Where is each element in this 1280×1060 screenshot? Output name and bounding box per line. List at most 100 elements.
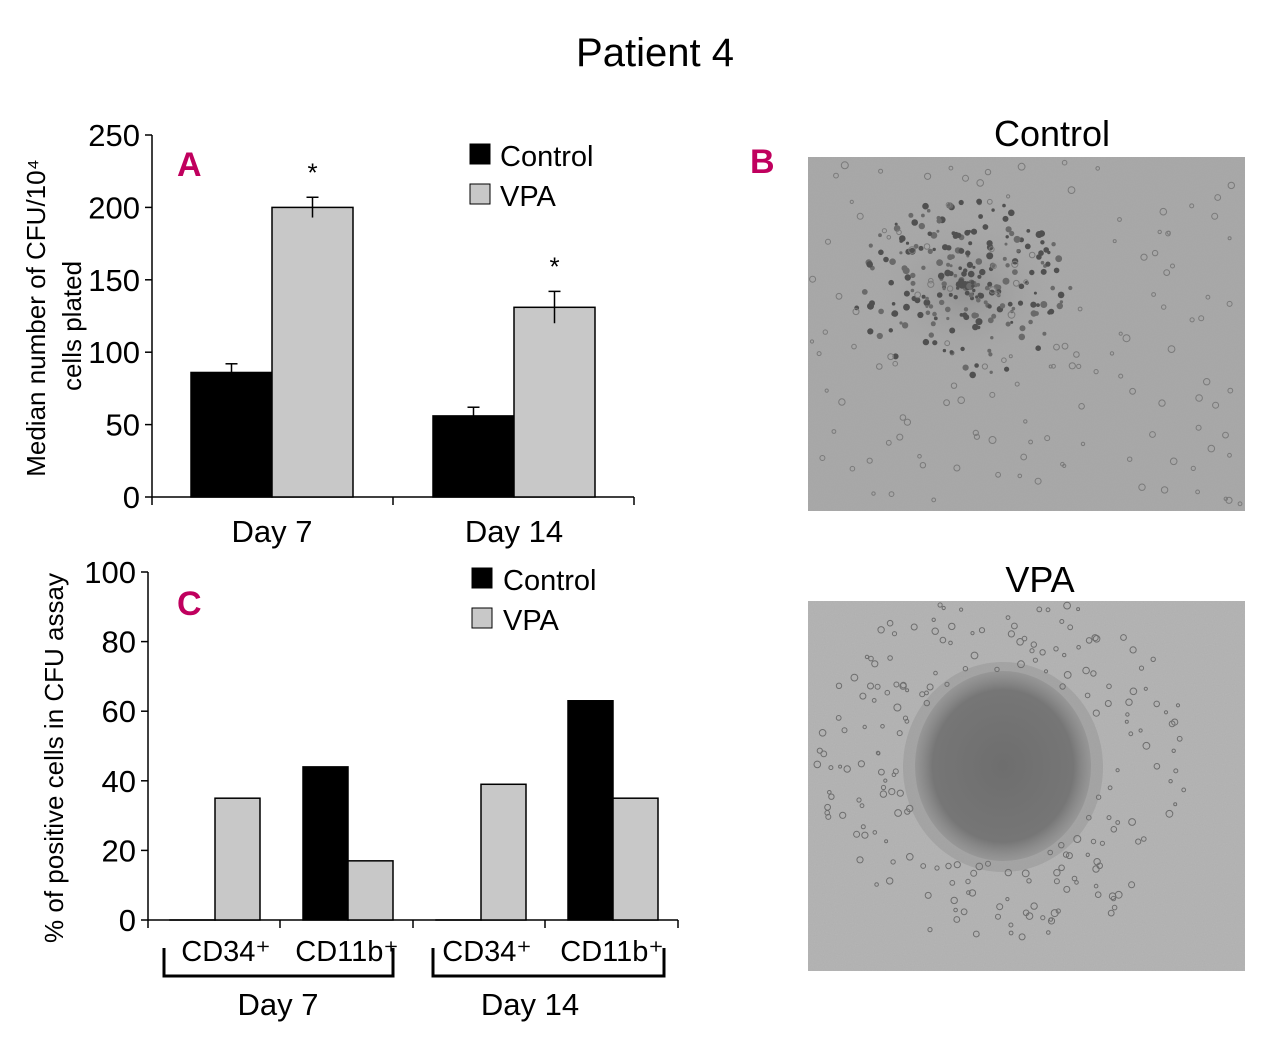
cell-dot	[887, 655, 893, 661]
cell-dot	[972, 323, 979, 331]
panel-c-subcategory-label: CD11b⁺	[560, 936, 663, 968]
cell-dot	[1002, 277, 1010, 285]
panel-a-significance-marker: *	[549, 251, 559, 281]
cell-dot	[838, 764, 843, 769]
cell-dot	[892, 360, 899, 367]
cell-dot	[965, 291, 969, 296]
cell-dot	[982, 224, 989, 230]
cell-dot	[861, 831, 869, 839]
panel-a-x-category-label: Day 7	[232, 514, 313, 549]
cell-dot	[959, 607, 964, 612]
cell-dot	[818, 729, 827, 737]
cell-dot	[824, 388, 829, 393]
cell-dot	[911, 219, 918, 226]
cell-dot	[1005, 897, 1010, 902]
cell-dot	[1086, 814, 1092, 821]
panel-c-bar-control	[302, 766, 349, 921]
cell-dot	[943, 399, 950, 407]
cell-dot	[975, 862, 984, 871]
cell-dot	[988, 352, 993, 357]
cell-dot	[1099, 840, 1106, 846]
cell-dot	[1038, 250, 1044, 256]
cell-dot	[878, 768, 885, 776]
cell-dot	[977, 292, 983, 298]
cell-dot	[872, 830, 878, 835]
cell-dot	[1160, 486, 1169, 494]
cell-dot	[1128, 881, 1136, 889]
cell-dot	[1012, 269, 1018, 275]
cell-dot	[886, 877, 894, 885]
panel-c-bar-vpa	[480, 783, 527, 921]
cell-dot	[1059, 300, 1064, 304]
cell-dot	[989, 289, 995, 296]
cell-dot	[974, 363, 979, 368]
panel-c-bar-vpa	[612, 797, 659, 921]
cell-dot	[1211, 212, 1219, 220]
cell-dot	[995, 471, 1001, 478]
cell-dot	[984, 285, 990, 291]
cell-dot	[972, 429, 979, 436]
cell-dot	[1062, 851, 1070, 858]
cell-dot	[903, 290, 910, 297]
cell-dot	[914, 291, 922, 299]
cell-dot	[970, 869, 978, 877]
vpa-cells	[813, 601, 1187, 941]
cell-dot	[1010, 320, 1014, 324]
cell-dot	[967, 270, 975, 278]
cell-dot	[878, 168, 884, 174]
cell-dot	[1055, 908, 1061, 914]
cell-dot	[1142, 741, 1151, 750]
cell-dot	[1107, 785, 1113, 791]
cell-dot	[1112, 239, 1117, 244]
cell-dot	[1048, 364, 1053, 369]
cell-dot	[961, 271, 967, 277]
cell-dot	[926, 683, 934, 691]
panel-a-bar-control	[432, 415, 515, 498]
cell-dot	[1163, 710, 1169, 715]
cell-dot	[974, 313, 979, 318]
cell-dot	[1120, 634, 1127, 641]
cell-dot	[1124, 719, 1129, 724]
cell-dot	[876, 751, 881, 756]
cell-dot	[1006, 194, 1011, 199]
cell-dot	[883, 778, 888, 783]
cell-dot	[1002, 256, 1007, 261]
control-cells	[809, 159, 1243, 507]
cell-dot	[1050, 285, 1055, 291]
cell-dot	[1195, 489, 1200, 495]
panel-a-y-tick-label: 100	[88, 335, 140, 370]
cell-dot	[1005, 615, 1011, 620]
cell-dot	[946, 262, 951, 267]
cell-dot	[887, 353, 895, 361]
cell-dot	[1118, 331, 1123, 336]
panel-c-letter: C	[177, 585, 202, 623]
legend-a-swatch-control	[469, 143, 491, 165]
cell-dot	[1040, 301, 1048, 308]
cell-dot	[1128, 731, 1134, 737]
cell-dot	[950, 382, 958, 389]
cell-dot	[899, 682, 907, 690]
cell-dot	[1163, 269, 1171, 277]
cell-dot	[953, 907, 958, 913]
cell-dot	[891, 631, 898, 637]
cell-dot	[902, 715, 909, 721]
cell-dot	[841, 727, 848, 734]
panel-c-subcategory-label: CD34⁺	[442, 936, 531, 968]
cell-dot	[1063, 601, 1071, 610]
cell-dot	[953, 295, 958, 300]
cell-dot	[1092, 709, 1100, 717]
cell-dot	[1046, 930, 1051, 935]
cell-dot	[941, 605, 946, 611]
cell-dot	[970, 631, 975, 636]
cell-dot	[1074, 880, 1079, 885]
cell-dot	[953, 916, 961, 923]
cell-dot	[1063, 885, 1071, 893]
cell-dot	[948, 640, 953, 646]
cell-dot	[919, 691, 926, 698]
panel-c-y-ticks: 0 20 40 60 80 100	[84, 555, 148, 938]
cell-dot	[878, 308, 884, 315]
cell-dot	[904, 808, 911, 815]
cell-dot	[1030, 641, 1038, 648]
cell-dot	[908, 212, 914, 218]
cell-dot	[1001, 357, 1007, 364]
